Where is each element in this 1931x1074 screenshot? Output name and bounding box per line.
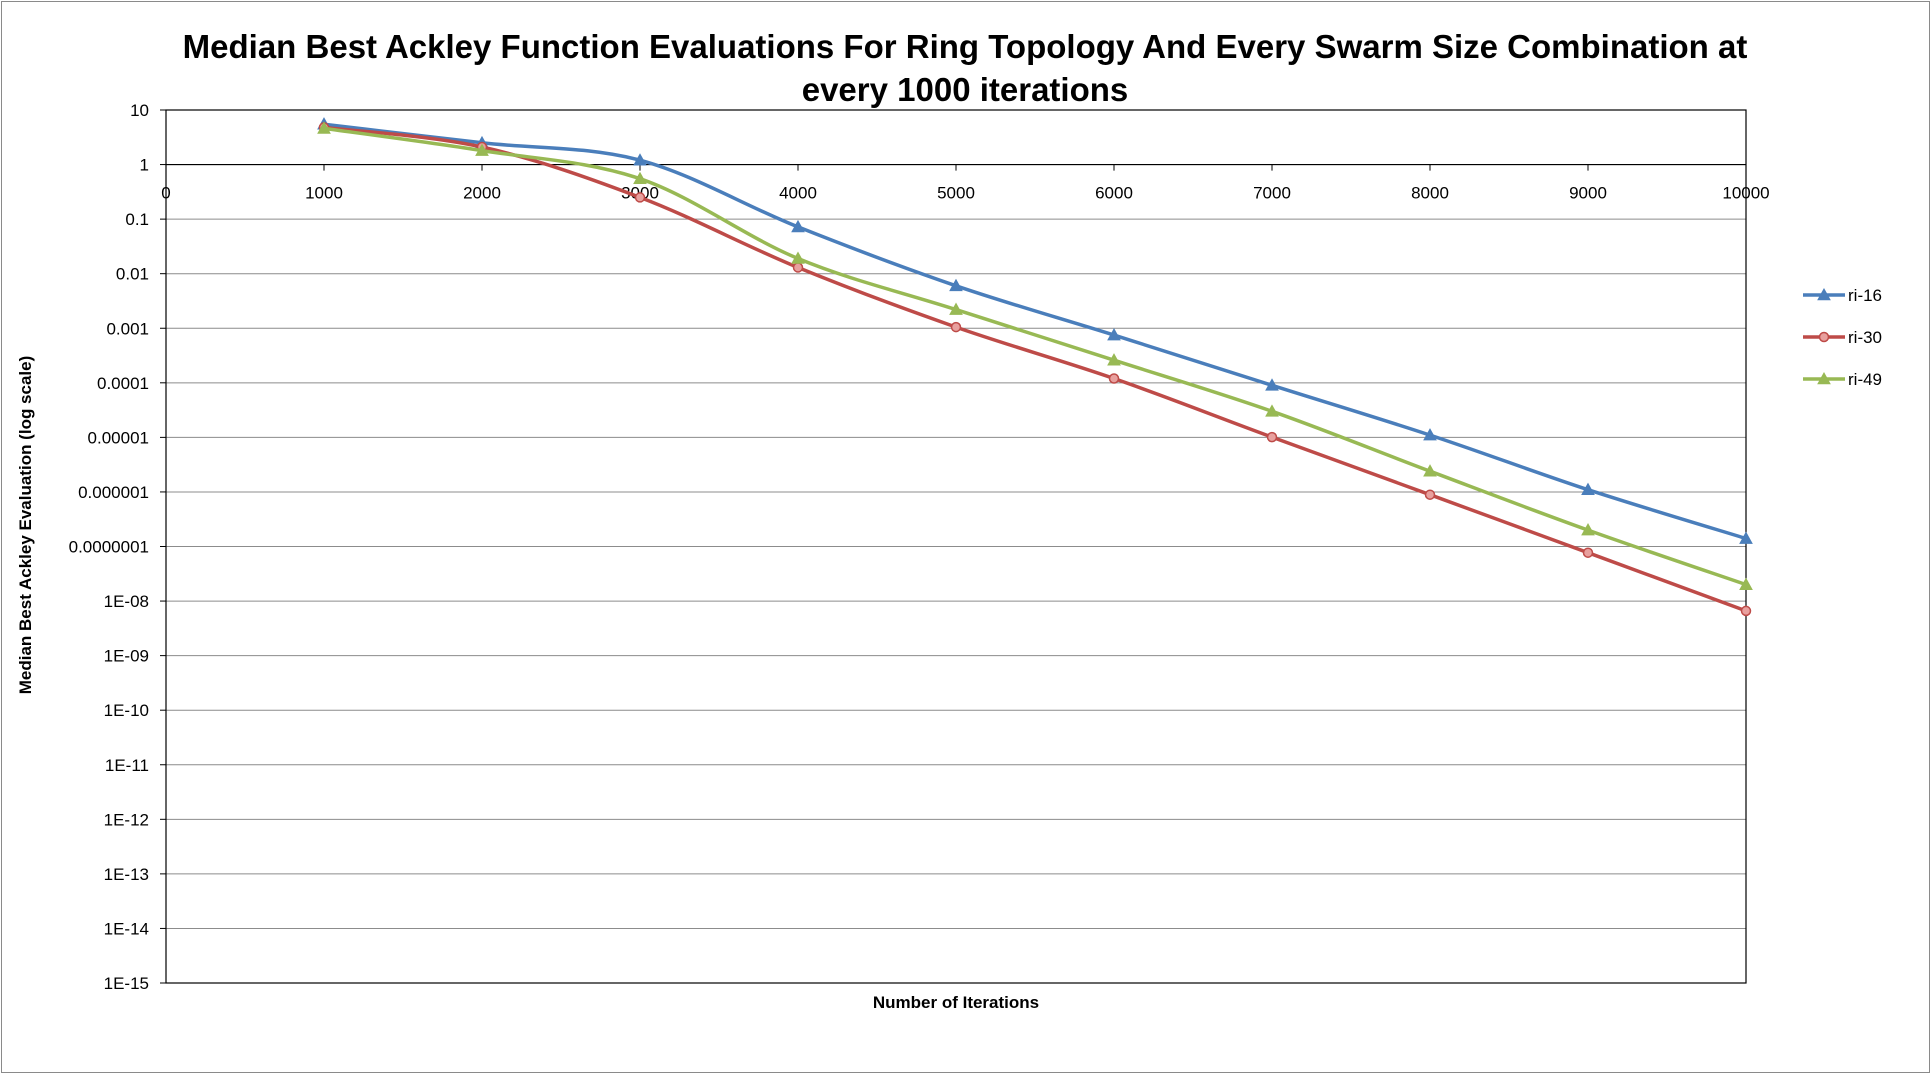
data-point-ri-49 — [949, 302, 963, 315]
y-tick-label: 0.00001 — [88, 428, 149, 447]
data-point-ri-16 — [1423, 428, 1437, 441]
y-tick-label: 0.01 — [116, 265, 149, 284]
y-tick-label: 0.1 — [125, 210, 149, 229]
x-tick-label: 9000 — [1569, 184, 1607, 203]
y-tick-label: 1E-10 — [104, 701, 149, 720]
y-tick-label: 0.0000001 — [69, 538, 149, 557]
data-point-ri-30 — [634, 192, 646, 203]
series-line-ri-16 — [323, 122, 1747, 541]
y-tick-label: 1E-13 — [104, 865, 149, 884]
legend-swatch-marker — [1817, 287, 1831, 301]
data-point-ri-49 — [1265, 404, 1279, 417]
series-ri-16 — [317, 117, 1753, 544]
x-tick-label: 8000 — [1411, 184, 1449, 203]
series-ri-49 — [317, 121, 1753, 590]
data-point-ri-49 — [791, 251, 805, 264]
y-tick-label: 0.001 — [106, 319, 149, 338]
y-tick-label: 1E-14 — [104, 919, 149, 938]
legend-label: ri-30 — [1848, 328, 1882, 347]
series-line-ri-49 — [323, 126, 1747, 587]
data-point-ri-49 — [1423, 464, 1437, 477]
data-point-ri-16 — [1739, 531, 1753, 544]
data-point-ri-16 — [1581, 482, 1595, 495]
data-point-ri-49 — [475, 143, 489, 156]
legend-item-ri-16: ri-16 — [1803, 286, 1882, 305]
data-point-ri-49 — [1107, 353, 1121, 366]
data-point-ri-30 — [950, 321, 962, 333]
series-ri-30 — [318, 122, 1752, 617]
chart-title-line-2: every 1000 iterations — [802, 71, 1129, 108]
legend-item-ri-49: ri-49 — [1803, 370, 1882, 389]
data-point-ri-30 — [1582, 547, 1594, 558]
y-tick-label: 10 — [130, 101, 149, 120]
data-point-ri-16 — [1107, 328, 1121, 341]
y-tick-label: 1E-11 — [105, 756, 149, 775]
x-tick-label: 5000 — [937, 184, 975, 203]
data-point-ri-49 — [633, 171, 647, 185]
data-point-ri-30 — [792, 262, 804, 273]
data-point-ri-30 — [1266, 431, 1278, 443]
data-point-ri-30 — [1108, 373, 1120, 384]
y-tick-label: 1E-09 — [104, 647, 149, 666]
data-point-ri-16 — [949, 278, 963, 292]
x-tick-label: 6000 — [1095, 184, 1133, 203]
data-point-ri-30 — [1740, 605, 1752, 617]
data-point-ri-49 — [1739, 577, 1753, 590]
data-point-ri-30 — [1424, 489, 1436, 500]
legend-label: ri-16 — [1848, 286, 1882, 305]
legend-swatch-marker — [1818, 331, 1830, 343]
x-tick-label: 2000 — [463, 184, 501, 203]
x-tick-label: 4000 — [779, 184, 817, 203]
x-tick-label: 0 — [161, 184, 170, 203]
x-axis-ticks: 0100020003000400050006000700080009000100… — [161, 163, 1770, 203]
y-tick-label: 0.0001 — [97, 374, 149, 393]
y-tick-label: 1E-08 — [104, 592, 149, 611]
y-tick-label: 1E-15 — [104, 974, 149, 993]
data-point-ri-16 — [791, 219, 805, 233]
data-point-ri-16 — [633, 153, 647, 166]
x-axis-label: Number of Iterations — [873, 993, 1039, 1012]
legend-swatch-marker — [1817, 371, 1831, 385]
x-tick-label: 1000 — [305, 184, 343, 203]
y-tick-label: 1 — [140, 156, 149, 175]
y-axis-label: Median Best Ackley Evaluation (log scale… — [16, 356, 35, 695]
data-point-ri-49 — [317, 121, 331, 134]
y-tick-label: 0.000001 — [78, 483, 149, 502]
y-axis-ticks: 10 1 0.1 0.01 0.001 0.0001 0.00001 0.000001 0.00… — [69, 101, 166, 993]
series-line-ri-30 — [323, 125, 1747, 613]
data-point-ri-16 — [1265, 378, 1279, 391]
legend-item-ri-30: ri-30 — [1803, 328, 1882, 347]
data-point-ri-49 — [1581, 523, 1595, 536]
legend: ri-16 ri-30 ri-49 — [1803, 286, 1882, 389]
legend-label: ri-49 — [1848, 370, 1882, 389]
series-lines — [317, 117, 1753, 617]
y-tick-label: 1E-12 — [104, 810, 149, 829]
chart-title-line-1: Median Best Ackley Function Evaluations … — [183, 28, 1748, 65]
x-tick-label: 10000 — [1722, 184, 1769, 203]
x-tick-label: 7000 — [1253, 184, 1291, 203]
